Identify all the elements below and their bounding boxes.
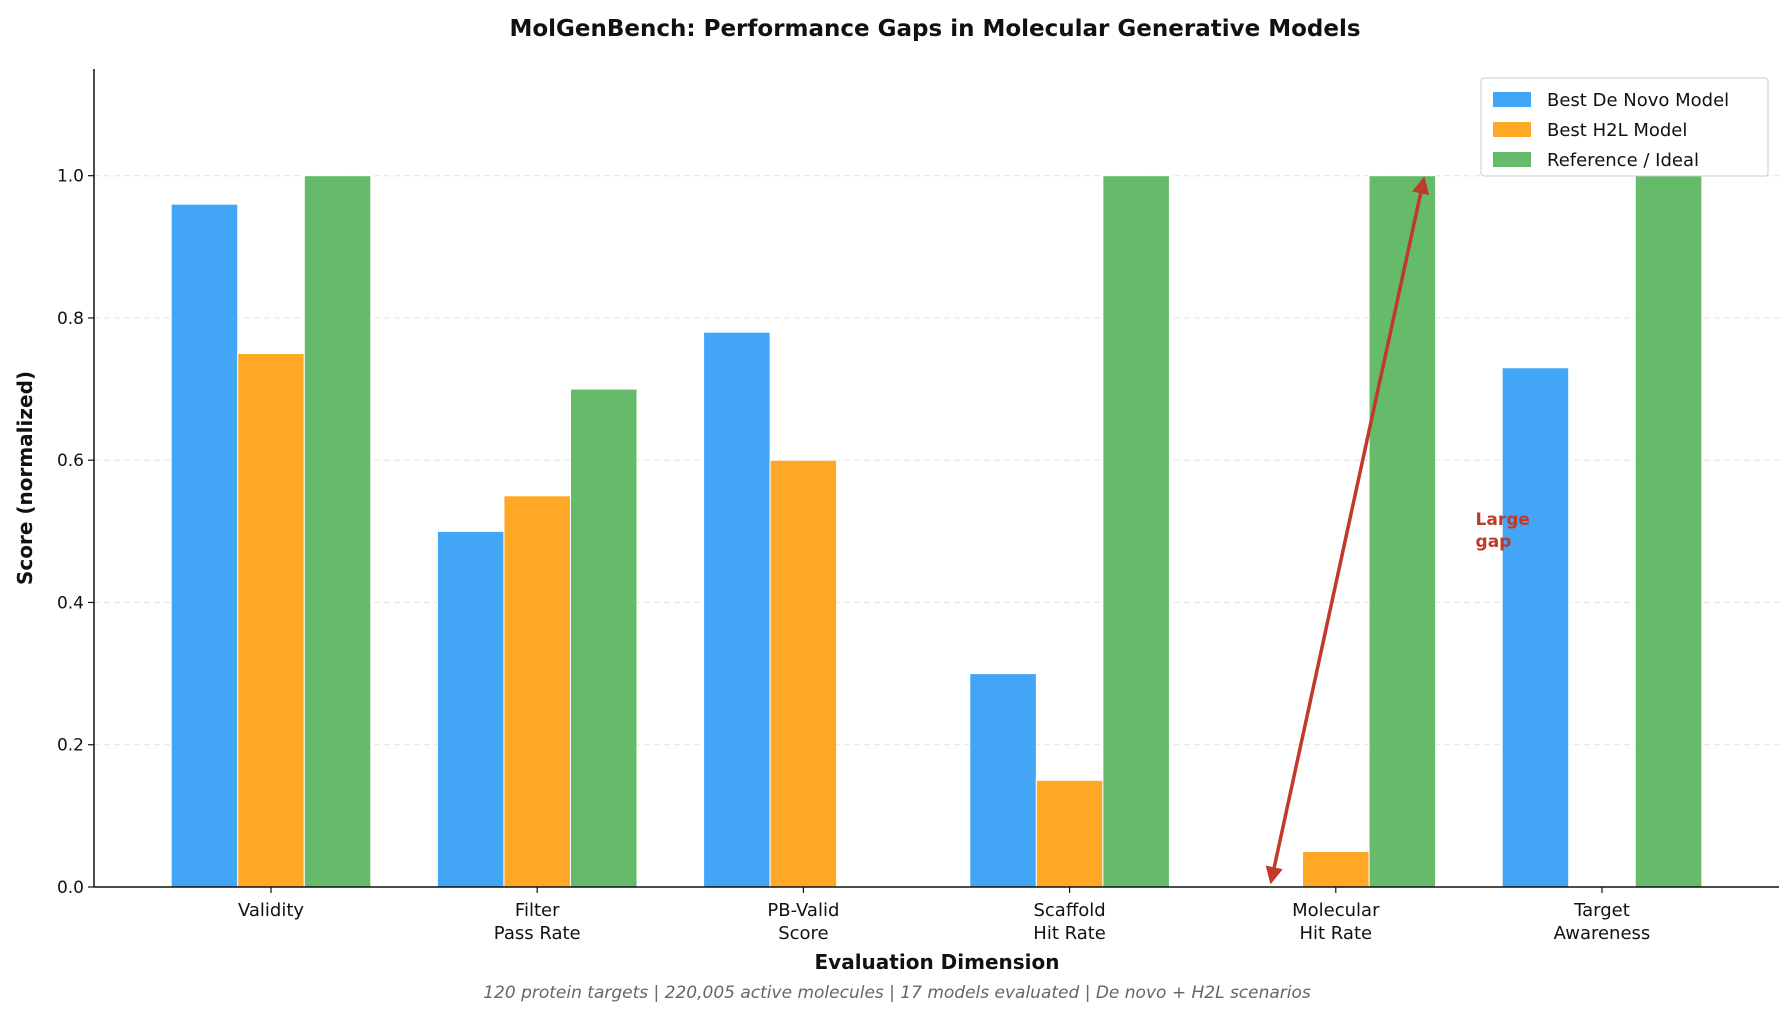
y-tick-label: 0.4	[57, 593, 84, 613]
annotation-arrow	[1265, 176, 1430, 885]
x-tick-label: Molecular Hit Rate	[1292, 900, 1380, 944]
x-tick-label: Validity	[238, 900, 304, 921]
bar	[170, 203, 239, 888]
x-tick-label-line: Awareness	[1554, 923, 1651, 944]
y-tick-label: 0.2	[57, 736, 84, 756]
legend-label: Best De Novo Model	[1547, 90, 1729, 111]
bar	[1302, 850, 1370, 888]
bar	[569, 388, 638, 888]
bar	[703, 331, 771, 888]
x-tick-label-line: Validity	[238, 900, 304, 921]
annotation-text: Large gap	[1476, 510, 1530, 552]
x-tick-label: Scaffold Hit Rate	[1033, 900, 1106, 944]
bar	[1035, 779, 1104, 888]
legend-swatch	[1493, 152, 1531, 167]
x-tick-label-line: Hit Rate	[1033, 923, 1106, 944]
y-tick-label: 0.8	[57, 309, 84, 329]
legend-swatch	[1493, 122, 1531, 137]
legend-label: Reference / Ideal	[1547, 150, 1699, 171]
footer-note: 120 protein targets | 220,005 active mol…	[483, 983, 1311, 1003]
legend-swatch	[1493, 92, 1531, 107]
x-tick-label-line: Hit Rate	[1299, 923, 1372, 944]
x-tick-label-line: Scaffold	[1033, 900, 1105, 921]
y-axis-label: Score (normalized)	[13, 371, 37, 585]
bar	[503, 495, 571, 888]
legend-label: Best H2L Model	[1547, 120, 1687, 141]
x-tick-label-line: Score	[778, 923, 828, 944]
x-axis-label: Evaluation Dimension	[815, 950, 1060, 974]
bar	[1501, 367, 1570, 888]
bar	[303, 175, 372, 888]
annotation-text-line: Large	[1476, 510, 1530, 530]
chart-title: MolGenBench: Performance Gaps in Molecul…	[509, 16, 1360, 42]
y-tick-label: 0.6	[57, 451, 84, 471]
x-tick-label: PB-Valid Score	[767, 900, 839, 944]
x-tick-label-line: Pass Rate	[494, 923, 581, 944]
x-tick-label-line: Target	[1573, 900, 1630, 921]
bar	[1102, 175, 1170, 888]
y-tick-label: 1.0	[57, 167, 84, 187]
bar	[436, 530, 505, 888]
x-tick-label: Target Awareness	[1554, 900, 1651, 944]
bar	[1634, 175, 1703, 888]
x-tick-label-line: Molecular	[1292, 900, 1380, 921]
annotation-text-line: gap	[1476, 532, 1512, 552]
legend-box	[1480, 77, 1769, 177]
x-tick-label: Filter Pass Rate	[494, 900, 581, 944]
x-tick-label-line: Filter	[515, 900, 560, 921]
bar	[769, 459, 838, 888]
bar	[969, 673, 1037, 888]
bar	[237, 353, 305, 888]
y-tick-label: 0.0	[57, 878, 84, 898]
x-tick-label-line: PB-Valid	[767, 900, 839, 921]
